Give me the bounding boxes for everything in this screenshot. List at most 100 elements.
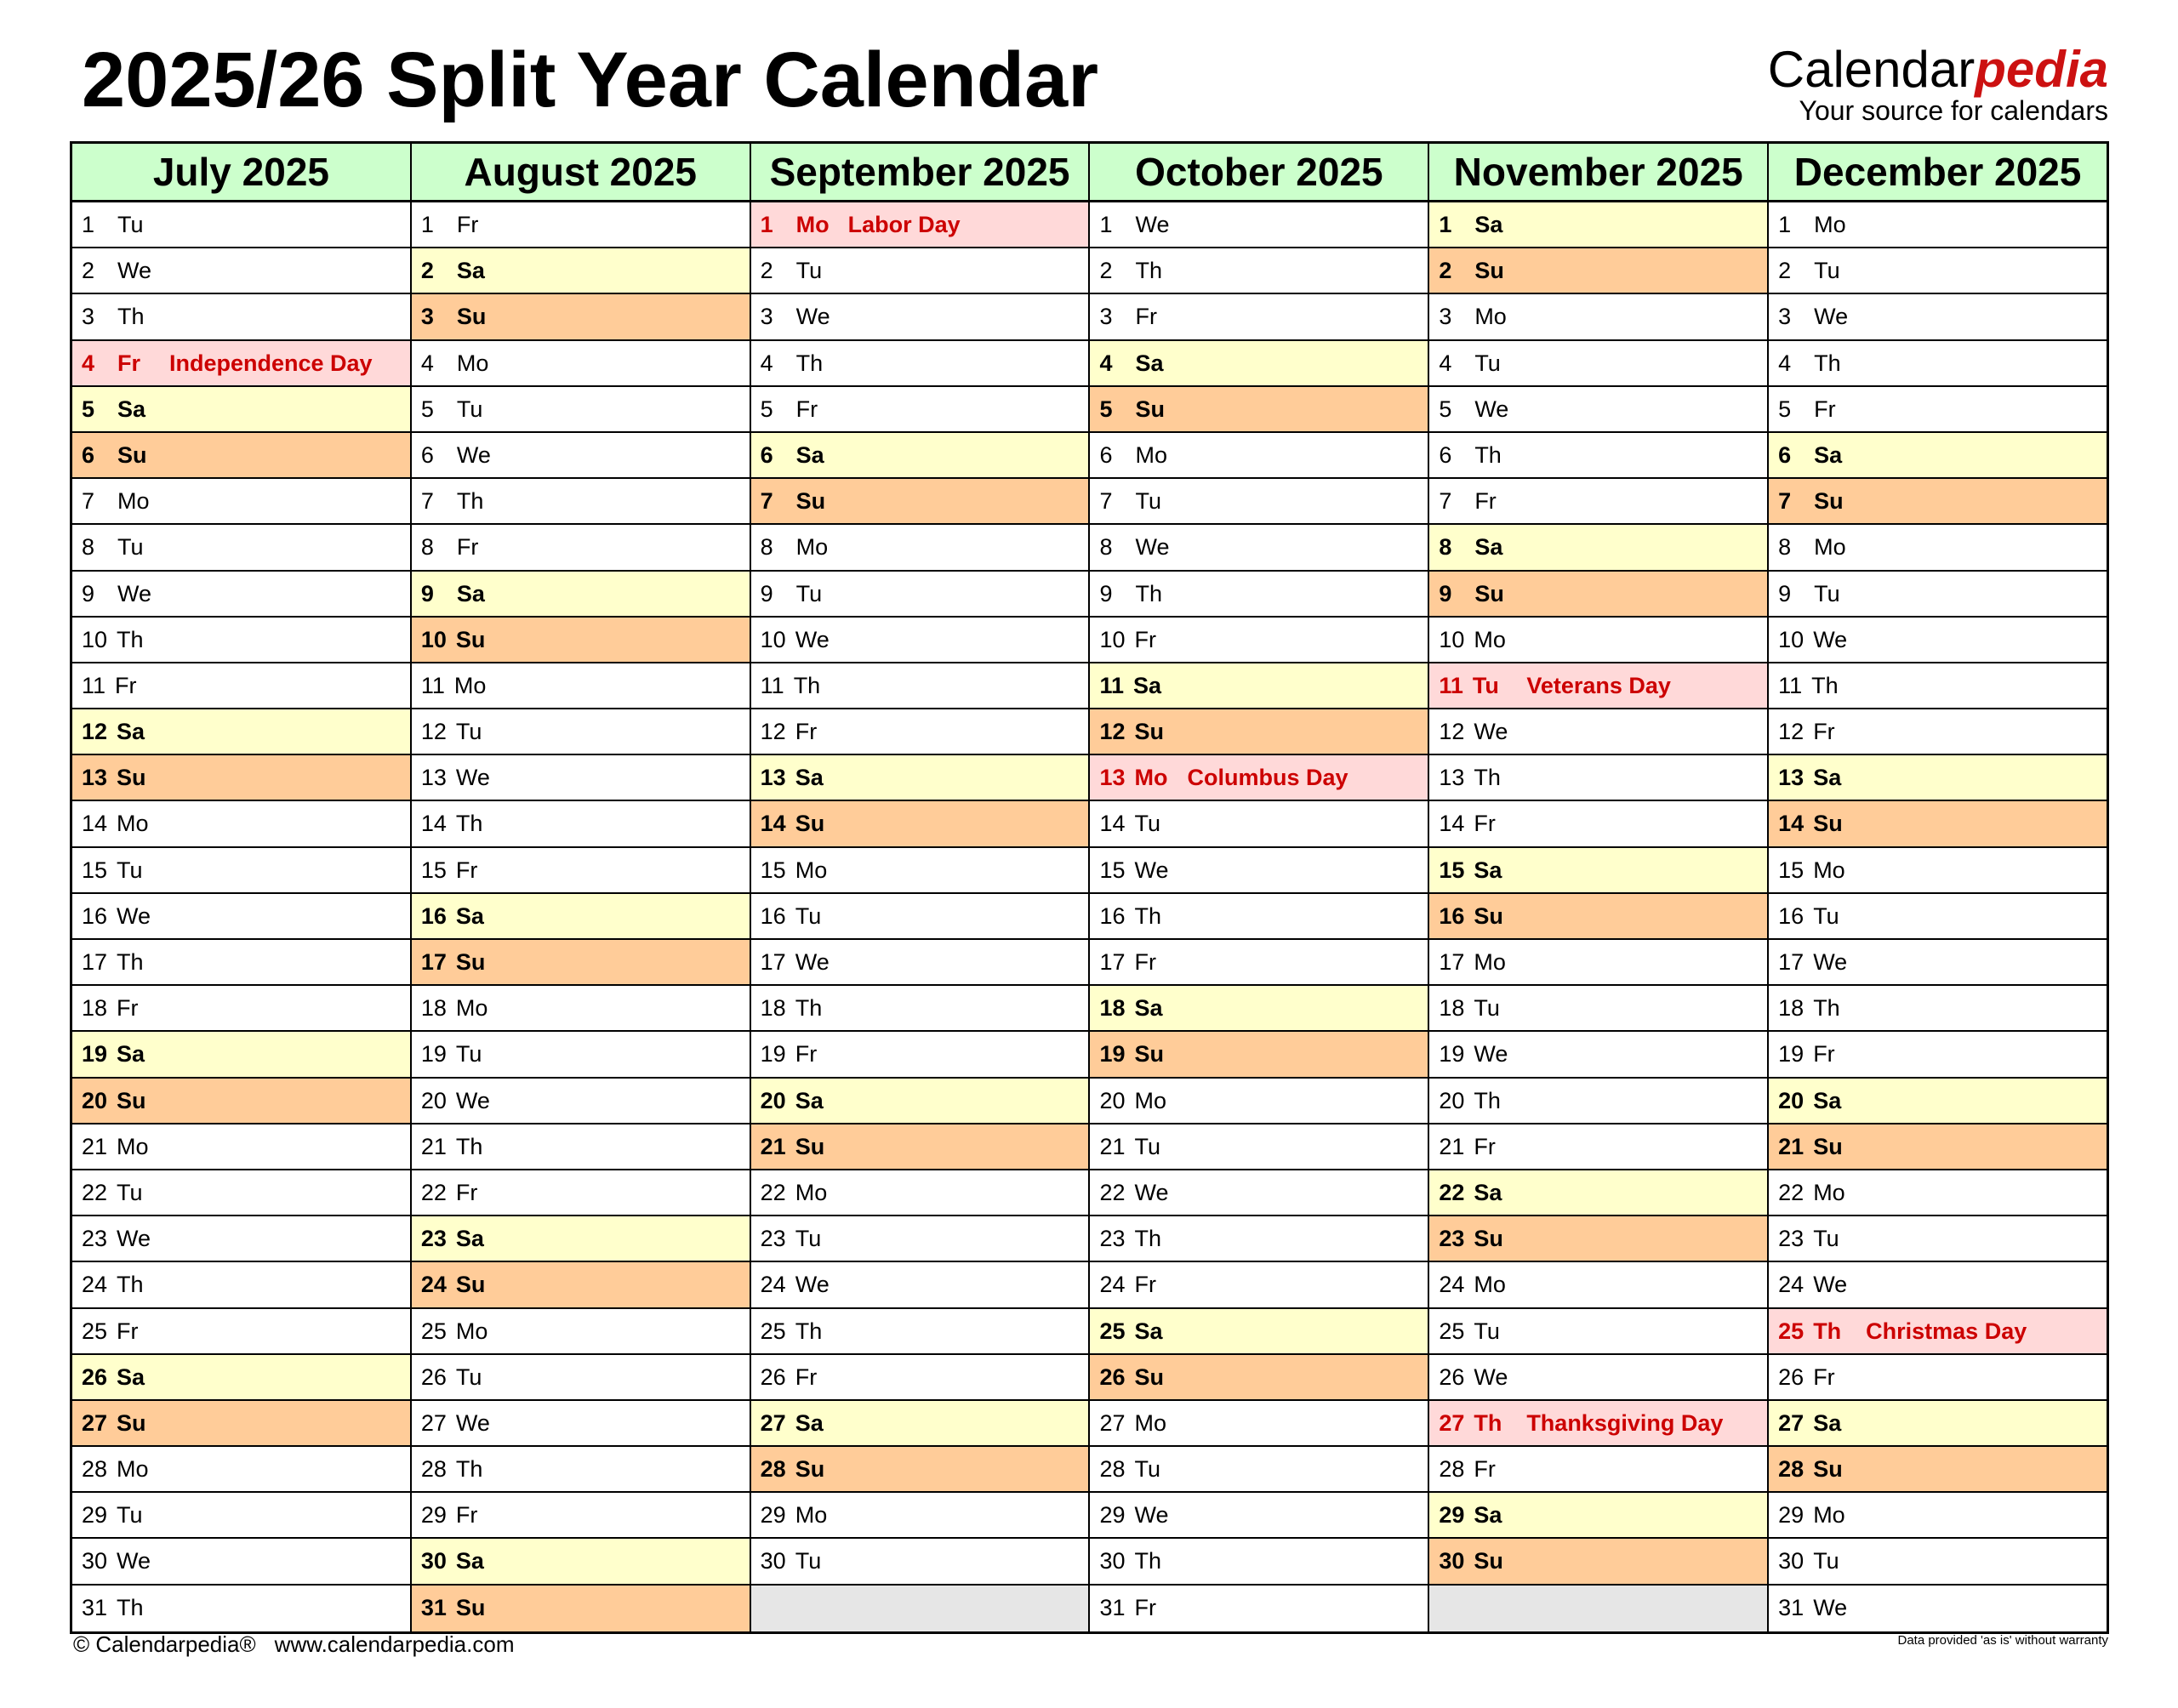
day-cell: 1 We — [1090, 202, 1428, 249]
day-cell: 19 Tu — [411, 1032, 750, 1079]
day-number: 27 — [1099, 1409, 1126, 1436]
day-cell: 14 Mo — [72, 801, 410, 848]
day-cell: 14 Tu — [1090, 801, 1428, 848]
day-number: 11 — [1099, 672, 1125, 698]
day-number: 16 — [82, 902, 108, 929]
day-cell: 20 Sa — [750, 1078, 1089, 1124]
day-number: 4 — [1099, 350, 1113, 376]
day-cell: 15 Fr — [411, 848, 750, 894]
weekday: Fr — [1813, 719, 1835, 745]
day-cell: 29 Fr — [411, 1493, 750, 1540]
day-number: 21 — [1778, 1133, 1805, 1159]
logo-brand-accent: pedia — [1975, 41, 2108, 98]
day-number: 21 — [420, 1133, 447, 1159]
day-cell: 14 Su — [750, 801, 1089, 848]
day-number: 10 — [420, 626, 447, 652]
weekday: Sa — [795, 1409, 824, 1436]
day-cell: 6 Su — [72, 432, 410, 480]
weekday: We — [455, 765, 490, 791]
weekday: Mo — [1474, 304, 1507, 330]
day-number: 2 — [420, 258, 434, 284]
day-number: 25 — [760, 1318, 786, 1344]
day-number: 13 — [760, 765, 786, 791]
weekday: Mo — [117, 811, 149, 837]
day-number: 18 — [1099, 995, 1126, 1022]
day-number: 7 — [82, 488, 95, 515]
day-number: 3 — [1439, 304, 1452, 330]
weekday: Mo — [455, 995, 488, 1022]
day-cell: 8 Fr — [411, 525, 750, 572]
day-cell: 5 Sa — [72, 386, 410, 433]
weekday: Tu — [1135, 488, 1161, 515]
day-cell: 17 Mo — [1429, 940, 1768, 987]
footer-left: © Calendarpedia® www.calendarpedia.com — [73, 1631, 514, 1658]
day-cell: 12 Tu — [411, 709, 750, 756]
day-number: 26 — [82, 1364, 108, 1390]
day-number: 10 — [760, 626, 786, 652]
weekday: Th — [1474, 441, 1502, 468]
weekday: We — [795, 1272, 830, 1298]
day-number: 7 — [1778, 488, 1792, 515]
day-number: 27 — [760, 1409, 786, 1436]
footer-url-link[interactable]: www.calendarpedia.com — [274, 1631, 515, 1657]
day-cell: 7 Th — [411, 479, 750, 526]
calendarpedia-logo[interactable]: Calendarpedia Your source for calendars — [1768, 41, 2108, 125]
day-cell: 20 We — [411, 1079, 750, 1124]
weekday: Mo — [117, 488, 150, 515]
day-number: 8 — [1778, 534, 1792, 561]
weekday: Tu — [1814, 258, 1840, 284]
day-number: 3 — [1099, 304, 1113, 330]
day-number: 19 — [1439, 1041, 1465, 1068]
day-cell: 11 Th — [1769, 663, 2107, 710]
day-number: 30 — [420, 1548, 447, 1574]
weekday: We — [1474, 719, 1508, 745]
weekday: Su — [1474, 1226, 1503, 1252]
month-column: November 2025 1 Sa 2 Su 3 Mo 4 Tu 5 We 6 Th 7 Fr 8 Sa 9 Su… — [1429, 144, 1770, 1631]
day-cell: 6 Th — [1429, 433, 1768, 480]
day-cell: 29 Mo — [1769, 1493, 2107, 1540]
day-number: 17 — [1439, 949, 1465, 975]
day-cell: 10 Su — [411, 617, 750, 663]
day-cell: 29 Tu — [72, 1493, 410, 1540]
day-number: 25 — [1099, 1318, 1126, 1344]
weekday: Su — [455, 626, 486, 652]
day-number: 12 — [760, 719, 786, 745]
day-cell: 12 Sa — [72, 709, 410, 756]
day-number: 4 — [420, 350, 434, 376]
day-cell: 24 Su — [411, 1262, 750, 1309]
weekday: We — [1814, 304, 1849, 330]
day-number: 25 — [1778, 1318, 1805, 1344]
day-cell: 30 Tu — [750, 1539, 1089, 1586]
day-cell: 16 Tu — [1769, 894, 2107, 940]
day-cell: 27 Sa — [1769, 1400, 2107, 1448]
weekday: Th — [1474, 1409, 1502, 1436]
day-cell: 20 Mo — [1090, 1079, 1428, 1124]
day-number: 9 — [1099, 580, 1113, 606]
weekday: We — [117, 1226, 151, 1252]
day-cell: 31 Fr — [1090, 1586, 1428, 1631]
day-number: 15 — [1778, 857, 1805, 883]
day-cell: 22 Fr — [411, 1170, 750, 1217]
day-cell: 23 Th — [1090, 1216, 1428, 1263]
holiday-name: Thanksgiving Day — [1526, 1409, 1724, 1436]
weekday: Mo — [117, 1456, 149, 1483]
day-number: 16 — [1439, 902, 1465, 929]
day-number: 31 — [420, 1594, 447, 1620]
day-number: 19 — [1099, 1041, 1126, 1068]
day-cell: 19 Sa — [72, 1032, 410, 1079]
day-cell: 2 Th — [1090, 248, 1428, 295]
day-number: 23 — [760, 1226, 786, 1252]
day-cell: 18 Fr — [72, 986, 410, 1033]
weekday: Sa — [456, 580, 485, 606]
day-cell: 24 We — [750, 1262, 1089, 1309]
day-cell: 8 Tu — [72, 525, 410, 572]
day-cell: 25 Th — [750, 1309, 1089, 1355]
day-number: 15 — [760, 857, 786, 883]
day-number: 19 — [760, 1041, 786, 1068]
weekday: We — [1474, 396, 1509, 422]
day-number: 12 — [1099, 719, 1126, 745]
weekday: Su — [1474, 1548, 1503, 1574]
weekday: Sa — [455, 1226, 484, 1252]
weekday: Sa — [455, 1548, 484, 1574]
day-cell: 9 We — [72, 572, 410, 618]
